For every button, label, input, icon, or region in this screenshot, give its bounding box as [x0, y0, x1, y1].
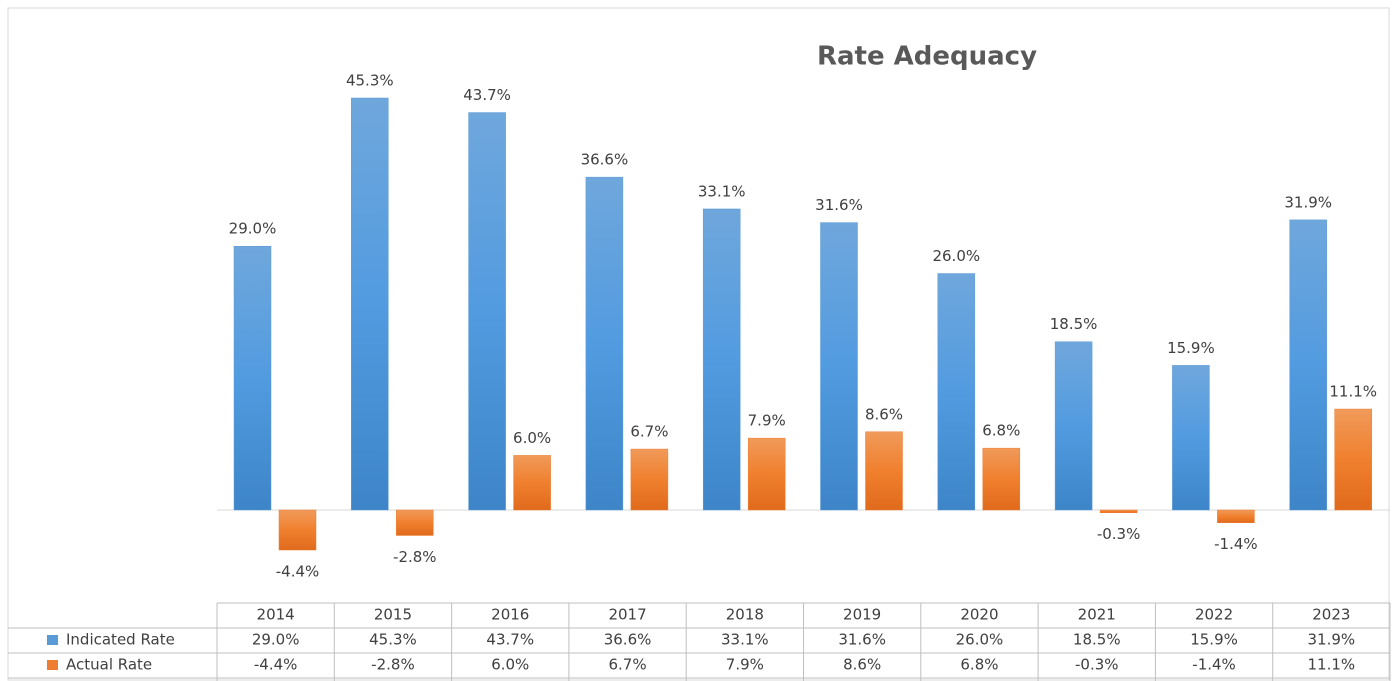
- legend-key: [47, 660, 58, 670]
- bar: [351, 97, 389, 511]
- table-header: 2016: [491, 606, 529, 624]
- legend-label: Actual Rate: [66, 656, 152, 674]
- bar: [747, 437, 786, 511]
- table-header: 2017: [608, 606, 646, 624]
- table-header: 2018: [726, 606, 764, 624]
- data-label: -4.4%: [276, 563, 320, 581]
- bar: [468, 112, 506, 511]
- data-label: 7.9%: [748, 412, 786, 430]
- bar: [278, 509, 317, 551]
- bar: [937, 273, 976, 511]
- bar: [585, 176, 624, 511]
- data-label: 11.1%: [1329, 383, 1377, 401]
- data-label: 26.0%: [932, 247, 980, 265]
- data-label: 6.7%: [630, 423, 668, 441]
- data-label: 29.0%: [229, 220, 277, 238]
- table-cell: 11.1%: [1308, 656, 1356, 674]
- table-header: 2019: [843, 606, 881, 624]
- bar: [513, 455, 551, 511]
- bar: [396, 509, 434, 536]
- bar: [1217, 509, 1255, 523]
- bar: [630, 448, 669, 511]
- chart-title: Rate Adequacy: [817, 42, 1037, 72]
- table-header: 2015: [374, 606, 412, 624]
- data-label: -1.4%: [1214, 535, 1258, 553]
- data-label: 43.7%: [463, 86, 511, 104]
- table-header: 2022: [1195, 606, 1233, 624]
- table-cell: -0.3%: [1075, 656, 1119, 674]
- table-header: 2021: [1078, 606, 1116, 624]
- bar: [1172, 365, 1210, 511]
- table-cell: 45.3%: [369, 631, 417, 649]
- data-label: 31.6%: [815, 196, 863, 214]
- table-cell: 6.7%: [608, 656, 646, 674]
- table-cell: 6.8%: [960, 656, 998, 674]
- bar: [865, 431, 903, 511]
- table-cell: 7.9%: [726, 656, 764, 674]
- table-cell: -2.8%: [371, 656, 415, 674]
- table-cell: 33.1%: [721, 631, 769, 649]
- data-label: 31.9%: [1284, 193, 1332, 211]
- bar: [1289, 219, 1327, 511]
- table-header: 2023: [1312, 606, 1350, 624]
- bar: [982, 447, 1021, 511]
- table-cell: 31.6%: [838, 631, 886, 649]
- table-cell: 15.9%: [1190, 631, 1238, 649]
- data-label: -0.3%: [1097, 525, 1141, 543]
- table-cell: 29.0%: [252, 631, 300, 649]
- data-label: 45.3%: [346, 72, 394, 90]
- table-cell: 18.5%: [1073, 631, 1121, 649]
- table-cell: 36.6%: [604, 631, 652, 649]
- bar: [233, 245, 272, 511]
- bar: [1054, 341, 1093, 511]
- table-header: 2020: [960, 606, 998, 624]
- chart-border: [7, 7, 1390, 681]
- data-label: 33.1%: [698, 182, 746, 200]
- table-cell: 31.9%: [1308, 631, 1356, 649]
- legend-label: Indicated Rate: [66, 631, 175, 649]
- data-label: -2.8%: [393, 548, 437, 566]
- data-label: 15.9%: [1167, 339, 1215, 357]
- table-cell: 8.6%: [843, 656, 881, 674]
- table-cell: 43.7%: [486, 631, 534, 649]
- table-header: 2014: [257, 606, 295, 624]
- table-cell: -4.4%: [254, 656, 298, 674]
- data-label: 36.6%: [581, 151, 629, 169]
- table-cell: -1.4%: [1192, 656, 1236, 674]
- bar: [1334, 408, 1372, 511]
- bar: [820, 222, 858, 511]
- table-cell: 26.0%: [956, 631, 1004, 649]
- bar: [1099, 509, 1138, 513]
- data-label: 6.8%: [982, 422, 1020, 440]
- data-label: 18.5%: [1050, 315, 1098, 333]
- table-cell: 6.0%: [491, 656, 529, 674]
- data-label: 8.6%: [865, 405, 903, 423]
- bar: [702, 208, 741, 511]
- legend-key: [47, 635, 58, 645]
- data-label: 6.0%: [513, 429, 551, 447]
